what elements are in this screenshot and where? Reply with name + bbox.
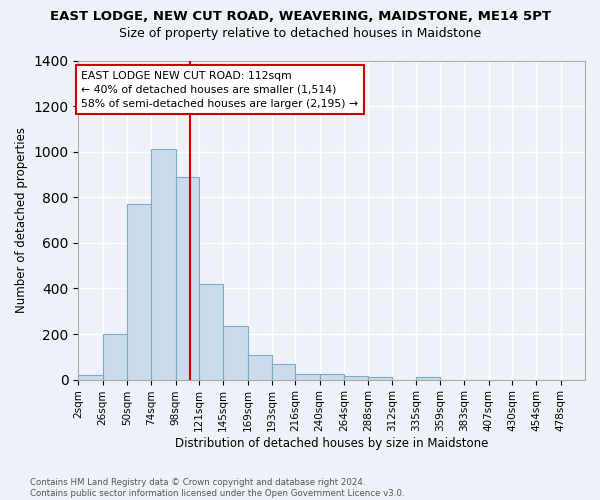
Text: Contains HM Land Registry data © Crown copyright and database right 2024.
Contai: Contains HM Land Registry data © Crown c… [30,478,404,498]
Bar [103,334,127,380]
Bar [368,378,392,380]
Bar [79,375,103,380]
Y-axis label: Number of detached properties: Number of detached properties [15,127,28,313]
Bar [272,364,295,380]
Bar [248,354,272,380]
Bar [127,204,151,380]
X-axis label: Distribution of detached houses by size in Maidstone: Distribution of detached houses by size … [175,437,488,450]
Text: Size of property relative to detached houses in Maidstone: Size of property relative to detached ho… [119,28,481,40]
Bar [151,150,176,380]
Bar [199,284,223,380]
Bar [344,376,368,380]
Bar [223,326,248,380]
Bar [320,374,344,380]
Bar [176,176,199,380]
Text: EAST LODGE, NEW CUT ROAD, WEAVERING, MAIDSTONE, ME14 5PT: EAST LODGE, NEW CUT ROAD, WEAVERING, MAI… [49,10,551,23]
Bar [295,374,320,380]
Bar [416,378,440,380]
Text: EAST LODGE NEW CUT ROAD: 112sqm
← 40% of detached houses are smaller (1,514)
58%: EAST LODGE NEW CUT ROAD: 112sqm ← 40% of… [82,71,359,109]
